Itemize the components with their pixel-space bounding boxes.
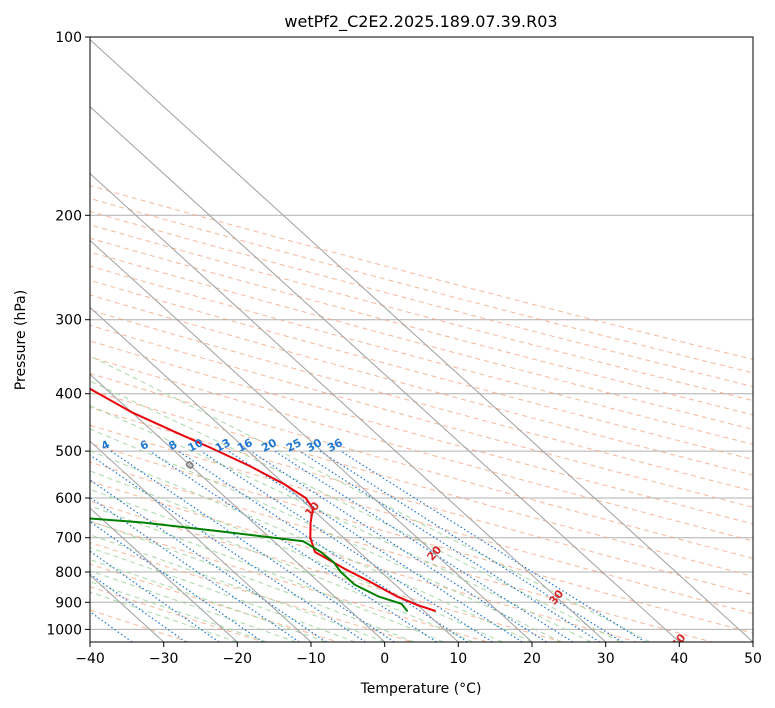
isotherm-line bbox=[90, 239, 533, 642]
y-tick-label: 900 bbox=[55, 595, 82, 611]
mixing-ratio-line bbox=[178, 450, 468, 642]
x-tick-label: −40 bbox=[75, 651, 105, 667]
y-tick-label: 800 bbox=[55, 565, 82, 581]
y-tick-label: 300 bbox=[55, 313, 82, 329]
mixing-ratio-line bbox=[90, 573, 187, 642]
moist-adiabat bbox=[90, 450, 533, 642]
x-axis-label: Temperature (°C) bbox=[360, 681, 482, 697]
mixing-ratio-label: 36 bbox=[325, 436, 345, 455]
dry-adiabat bbox=[90, 294, 753, 476]
mixing-ratio-line bbox=[228, 450, 523, 642]
x-tick-label: 0 bbox=[380, 651, 389, 667]
moist-adiabat bbox=[90, 505, 444, 642]
moist-adiabat bbox=[90, 534, 385, 642]
y-axis-label: Pressure (hPa) bbox=[13, 290, 29, 390]
mixing-ratio-label: 25 bbox=[284, 436, 304, 455]
isotherm-line bbox=[90, 440, 312, 642]
mixing-ratio-line bbox=[90, 520, 264, 642]
dry-adiabat bbox=[90, 185, 753, 360]
isotherm-line bbox=[90, 105, 680, 642]
isotherm-label: 40 bbox=[669, 631, 689, 651]
isotherm-line bbox=[90, 172, 607, 642]
moist-adiabat bbox=[90, 380, 621, 642]
mixing-ratio-label: 13 bbox=[213, 436, 233, 455]
dry-adiabat bbox=[90, 224, 753, 402]
moist-adiabat bbox=[90, 581, 267, 642]
mixing-ratio-label: 30 bbox=[304, 436, 324, 455]
sounding-series bbox=[90, 387, 436, 612]
mixing-ratio-line bbox=[90, 611, 133, 642]
dry-adiabats bbox=[90, 185, 753, 642]
y-tick-label: 700 bbox=[55, 531, 82, 547]
isotherm-line bbox=[90, 306, 459, 642]
y-tick-label: 200 bbox=[55, 208, 82, 224]
plot-frame bbox=[89, 36, 754, 643]
x-tick-label: −10 bbox=[296, 651, 326, 667]
mixing-ratio-line bbox=[110, 450, 395, 642]
mixing-ratio-label: 16 bbox=[235, 436, 255, 455]
mixing-ratio-line bbox=[299, 450, 601, 642]
moist-adiabat bbox=[90, 570, 297, 642]
mixing-ratio-line bbox=[90, 479, 327, 642]
isotherm-line bbox=[90, 507, 238, 642]
isotherm-line bbox=[90, 373, 386, 642]
isotherm-line bbox=[90, 39, 753, 642]
isotherms bbox=[90, 39, 753, 642]
x-tick-label: −30 bbox=[149, 651, 179, 667]
dry-adiabat bbox=[90, 197, 753, 374]
y-tick-label: 400 bbox=[55, 387, 82, 403]
x-tick-label: −20 bbox=[223, 651, 253, 667]
x-tick-label: 20 bbox=[523, 651, 541, 667]
mixing-ratio-label: 20 bbox=[259, 436, 279, 455]
dry-adiabat bbox=[90, 309, 753, 492]
y-tick-label: 100 bbox=[55, 30, 82, 46]
y-tick-label: 500 bbox=[55, 444, 82, 460]
moist-adiabat bbox=[90, 428, 562, 642]
y-tick-label: 1000 bbox=[46, 622, 82, 638]
x-tick-label: 30 bbox=[597, 651, 615, 667]
mixing-ratio-line bbox=[90, 550, 220, 642]
y-tick-label: 600 bbox=[55, 491, 82, 507]
dry-adiabat bbox=[90, 265, 753, 445]
mixing-ratio-line bbox=[250, 450, 547, 642]
mixing-ratio-line bbox=[319, 450, 623, 642]
moist-adiabat bbox=[90, 355, 651, 642]
chart-title: wetPf2_C2E2.2025.189.07.39.R03 bbox=[284, 12, 557, 32]
moist-adiabat bbox=[90, 591, 238, 642]
x-axis: −40 −30 −20 −10 0 10 20 30 40 50 bbox=[75, 642, 762, 667]
x-tick-label: 50 bbox=[744, 651, 762, 667]
y-axis: 100 200 300 400 500 600 700 800 900 1000 bbox=[46, 30, 90, 638]
x-tick-label: 10 bbox=[449, 651, 467, 667]
x-tick-label: 40 bbox=[670, 651, 688, 667]
moist-adiabats bbox=[90, 355, 651, 642]
mixing-ratio-label: 10 bbox=[186, 436, 206, 455]
dewpoint-line bbox=[90, 517, 408, 612]
mixing-ratio-labels: 0.10.20.40.611.52346810131620253036 bbox=[99, 436, 345, 455]
